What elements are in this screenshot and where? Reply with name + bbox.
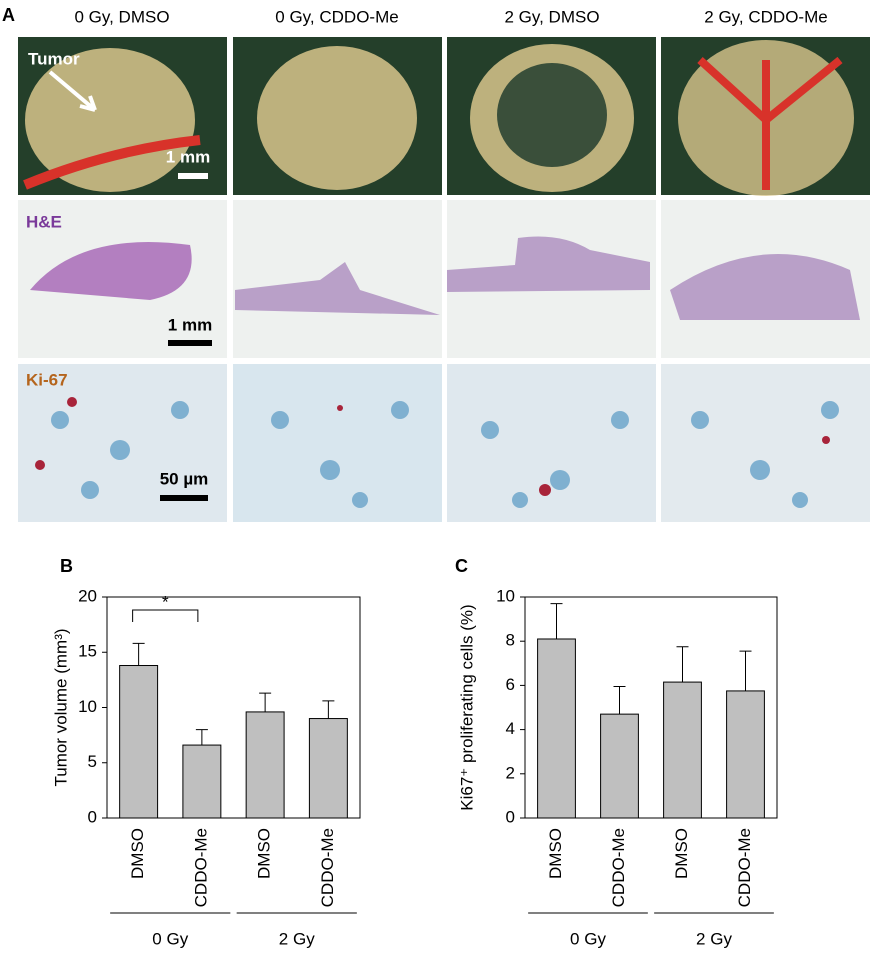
y-tick-label: 15 bbox=[78, 642, 97, 661]
bar bbox=[726, 690, 765, 819]
panel-label: B bbox=[60, 556, 73, 576]
bar bbox=[600, 713, 639, 819]
x-tick-label: CDDO-Me bbox=[318, 828, 337, 907]
scale-bar-label: 1 mm bbox=[166, 147, 210, 166]
scale-bar-label: 1 mm bbox=[168, 315, 212, 334]
scale-bar bbox=[178, 173, 208, 179]
group-label: 2 Gy bbox=[279, 929, 315, 948]
x-tick-label: CDDO-Me bbox=[735, 828, 754, 907]
y-tick-label: 8 bbox=[506, 631, 515, 650]
error-bar bbox=[676, 646, 689, 683]
significance-label: * bbox=[162, 592, 169, 611]
bar bbox=[537, 638, 576, 819]
column-titles: 0 Gy, DMSO 0 Gy, CDDO-Me 2 Gy, DMSO 2 Gy… bbox=[74, 7, 827, 26]
group-label: 0 Gy bbox=[570, 929, 606, 948]
y-tick-label: 5 bbox=[88, 752, 97, 771]
cell-nuclei bbox=[51, 401, 839, 508]
bar bbox=[182, 744, 222, 819]
y-axis-label: Ki67⁺ proliferating cells (%) bbox=[457, 604, 476, 810]
photo-grid bbox=[18, 37, 870, 522]
photo bbox=[661, 364, 870, 522]
panel-label: C bbox=[455, 556, 468, 576]
row-label: Ki-67 bbox=[26, 370, 68, 389]
panel-label: A bbox=[2, 5, 15, 25]
y-tick-label: 10 bbox=[78, 697, 97, 716]
column-title: 0 Gy, CDDO-Me bbox=[275, 7, 398, 26]
photo bbox=[233, 364, 442, 522]
y-tick-label: 2 bbox=[506, 763, 515, 782]
y-tick-label: 0 bbox=[88, 807, 97, 826]
scale-bar-label: 50 µm bbox=[160, 469, 209, 488]
significance-bracket bbox=[132, 609, 199, 622]
row-label: H&E bbox=[26, 212, 62, 231]
photo-detail bbox=[23, 135, 201, 190]
ki67-positive bbox=[35, 397, 830, 496]
column-title: 0 Gy, DMSO bbox=[74, 7, 169, 26]
x-tick-label: DMSO bbox=[546, 828, 565, 879]
scale-bar bbox=[168, 340, 212, 346]
arrow bbox=[48, 70, 97, 112]
group-label: 0 Gy bbox=[152, 929, 188, 948]
photo-detail bbox=[25, 48, 195, 192]
error-bar bbox=[195, 729, 208, 746]
y-tick-label: 6 bbox=[506, 675, 515, 694]
y-axis-label: Tumor volume (mm³) bbox=[51, 628, 70, 786]
error-bar bbox=[132, 642, 145, 666]
x-tick-label: CDDO-Me bbox=[191, 828, 210, 907]
group-label: 2 Gy bbox=[696, 929, 732, 948]
plot-frame bbox=[106, 596, 361, 819]
photo-detail bbox=[235, 262, 440, 315]
error-bar bbox=[550, 603, 563, 639]
photo-detail bbox=[497, 63, 607, 167]
x-tick-label: CDDO-Me bbox=[609, 828, 628, 907]
x-tick-label: DMSO bbox=[128, 828, 147, 879]
y-tick-label: 20 bbox=[78, 586, 97, 605]
photo-detail bbox=[697, 56, 843, 190]
y-tick-label: 10 bbox=[496, 586, 515, 605]
photo-detail bbox=[447, 236, 650, 292]
bar bbox=[119, 665, 159, 819]
photo-detail bbox=[257, 46, 417, 190]
error-bar bbox=[322, 700, 335, 719]
plot-frame bbox=[524, 596, 778, 819]
photo-detail bbox=[30, 242, 192, 300]
column-title: 2 Gy, CDDO-Me bbox=[704, 7, 827, 26]
column-title: 2 Gy, DMSO bbox=[504, 7, 599, 26]
arrow-label: Tumor bbox=[28, 49, 80, 68]
photo-detail bbox=[670, 254, 860, 320]
scale-bar bbox=[160, 495, 208, 501]
error-bar bbox=[259, 692, 272, 712]
x-tick-label: DMSO bbox=[672, 828, 691, 879]
error-bar bbox=[613, 686, 626, 715]
y-tick-label: 0 bbox=[506, 807, 515, 826]
bar bbox=[663, 681, 702, 819]
x-tick-label: DMSO bbox=[255, 828, 274, 879]
error-bar bbox=[739, 650, 752, 691]
bar bbox=[308, 718, 348, 819]
photo bbox=[447, 364, 656, 522]
y-tick-label: 4 bbox=[506, 719, 515, 738]
bar bbox=[245, 711, 285, 819]
